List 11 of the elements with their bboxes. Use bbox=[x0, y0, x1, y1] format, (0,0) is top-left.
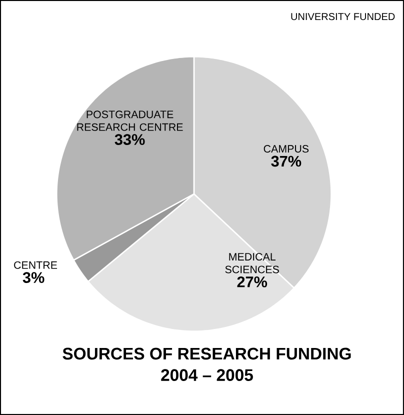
slice-label: MEDICAL SCIENCES bbox=[225, 252, 279, 274]
slice-label: CENTRE bbox=[14, 261, 58, 269]
data-label: 33% bbox=[114, 134, 145, 145]
text: 2004 – 2005 bbox=[161, 369, 253, 381]
slice-label: CAMPUS bbox=[264, 145, 309, 153]
slice-label: POSTGRADUATE RESEARCH CENTRE bbox=[77, 110, 183, 131]
text: UNIVERSITY FUNDED bbox=[291, 12, 395, 20]
data-label: 37% bbox=[271, 156, 302, 167]
data-label: 27% bbox=[237, 276, 268, 288]
data-label: 3% bbox=[22, 272, 44, 283]
text: SOURCES OF RESEARCH FUNDING bbox=[62, 348, 351, 360]
